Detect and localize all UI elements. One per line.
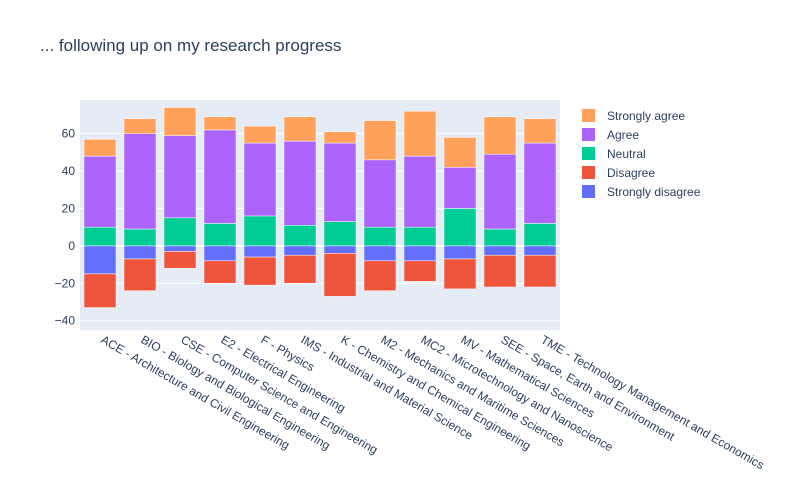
bar-segment — [323, 131, 357, 144]
bar-segment — [83, 273, 117, 308]
bar-segment — [83, 226, 117, 247]
bar-segment — [243, 215, 277, 247]
bar-segment — [403, 245, 437, 262]
bar-segment — [443, 167, 477, 209]
bar-segment — [163, 251, 197, 269]
bar-segment — [523, 254, 557, 288]
bar-segment — [443, 258, 477, 290]
bar-segment — [323, 245, 357, 254]
bar-segment — [163, 107, 197, 136]
bar-segment — [123, 118, 157, 134]
bar-segment — [323, 142, 357, 222]
y-tick-label: −40 — [55, 314, 76, 328]
y-tick-label: 60 — [62, 127, 76, 141]
legend-swatch — [582, 128, 595, 141]
bar-segment — [163, 245, 197, 252]
bar-segment — [483, 254, 517, 288]
bar-segment — [283, 254, 317, 284]
bar-segment — [443, 245, 477, 260]
bar-segment — [123, 228, 157, 247]
bar-segment — [363, 260, 397, 291]
legend-swatch — [582, 166, 595, 179]
bar-segment — [243, 245, 277, 258]
bar-segment — [363, 226, 397, 247]
legend-label: Disagree — [607, 166, 655, 180]
bar-segment — [523, 245, 557, 256]
bar-segment — [203, 116, 237, 131]
chart-title: ... following up on my research progress — [40, 36, 341, 55]
bar-segment — [203, 129, 237, 224]
bar-segment — [203, 223, 237, 247]
bar-segment — [523, 142, 557, 224]
bar-segment — [483, 116, 517, 155]
y-tick-label: 40 — [62, 164, 76, 178]
legend: Strongly agree Agree Neutral Disagree Strong… — [582, 109, 701, 199]
plot-area — [80, 100, 560, 330]
bar-segment — [123, 258, 157, 291]
legend-swatch — [582, 147, 595, 160]
bar-segment — [483, 228, 517, 247]
bar-segment — [403, 226, 437, 247]
bar-segment — [83, 139, 117, 157]
legend-label: Strongly disagree — [607, 185, 701, 199]
y-tick-label: 0 — [68, 239, 75, 253]
bar-segment — [283, 140, 317, 226]
gridlines — [80, 133, 560, 322]
legend-label: Neutral — [607, 147, 646, 161]
bar-segment — [323, 221, 357, 247]
legend-swatch — [582, 109, 595, 122]
bar-segment — [483, 153, 517, 230]
bar-segment — [443, 137, 477, 168]
bar-segment — [363, 159, 397, 228]
bar-segment — [283, 225, 317, 247]
y-axis-ticks: −40 −20 0 20 40 60 — [55, 127, 76, 328]
bar-segment — [163, 135, 197, 219]
bar-segment — [363, 120, 397, 161]
bar-segment — [163, 217, 197, 247]
y-tick-label: 20 — [62, 201, 76, 215]
bar-segment — [363, 245, 397, 262]
bar-segment — [243, 256, 277, 286]
bar-segment — [123, 133, 157, 230]
bar-segment — [443, 208, 477, 247]
bar-segment — [403, 260, 437, 282]
bar-segment — [523, 223, 557, 247]
x-axis-ticks: ACE - Architecture and Civil Engineering… — [99, 332, 767, 472]
legend-swatch — [582, 185, 595, 198]
bar-segment — [323, 253, 357, 297]
bar-segment — [243, 142, 277, 217]
bar-segment — [83, 245, 117, 275]
bar-segment — [403, 110, 437, 157]
bar-segment — [403, 155, 437, 228]
bar-segment — [523, 118, 557, 144]
bar-segment — [203, 260, 237, 284]
bar-segment — [123, 245, 157, 260]
bar-segment — [83, 155, 117, 228]
legend-label: Strongly agree — [607, 109, 685, 123]
bar-segment — [283, 116, 317, 142]
y-tick-label: −20 — [55, 276, 76, 290]
bar-segment — [483, 245, 517, 256]
bars — [83, 107, 557, 308]
bar-segment — [243, 125, 277, 144]
bar-segment — [203, 245, 237, 262]
legend-label: Agree — [607, 128, 639, 142]
bar-segment — [283, 245, 317, 256]
